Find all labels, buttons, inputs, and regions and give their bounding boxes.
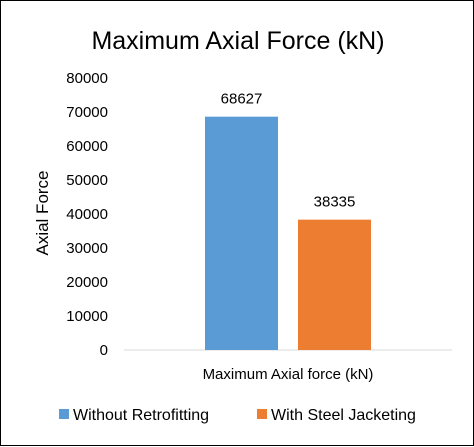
data-labels-group: 68627 38335 [221, 91, 356, 211]
y-tick-label: 0 [100, 342, 108, 359]
y-tick-label: 70000 [66, 104, 108, 121]
legend: Without Retrofitting With Steel Jacketing [59, 407, 416, 424]
y-axis-ticks: 0 10000 20000 30000 40000 50000 60000 70000 8000… [66, 70, 108, 359]
legend-swatch [59, 409, 69, 419]
y-tick-label: 80000 [66, 70, 108, 87]
bar-with-steel-jacketing [298, 219, 371, 350]
bars-group [205, 116, 371, 350]
bar-value-label: 68627 [221, 91, 263, 108]
legend-swatch [257, 409, 267, 419]
y-tick-label: 30000 [66, 240, 108, 257]
x-axis-category-label: Maximum Axial force (kN) [203, 366, 374, 383]
y-tick-label: 10000 [66, 308, 108, 325]
y-tick-label: 40000 [66, 206, 108, 223]
y-tick-label: 60000 [66, 138, 108, 155]
y-tick-label: 20000 [66, 274, 108, 291]
y-axis-title: Axial Force [33, 170, 52, 255]
y-tick-label: 50000 [66, 172, 108, 189]
bar-without-retrofitting [205, 116, 278, 350]
chart-title: Maximum Axial Force (kN) [91, 27, 384, 55]
bar-value-label: 38335 [314, 194, 356, 211]
legend-label: With Steel Jacketing [271, 407, 416, 424]
legend-label: Without Retrofitting [73, 407, 209, 424]
